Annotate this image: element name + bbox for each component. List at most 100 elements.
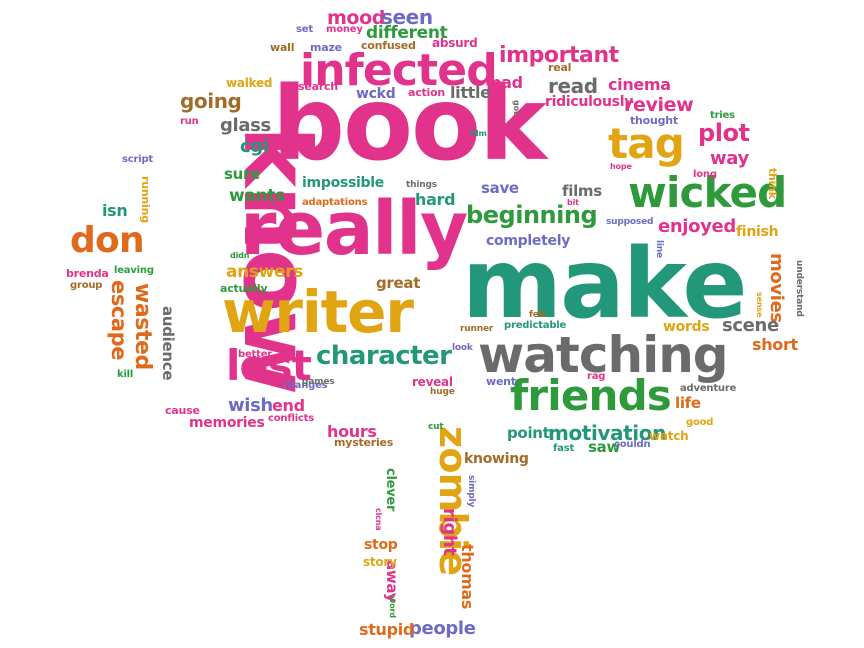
cloud-word-short: short: [752, 335, 798, 354]
cloud-word-search: search: [298, 80, 338, 93]
cloud-word-reveal: reveal: [412, 375, 453, 389]
cloud-word-end: end: [272, 396, 305, 415]
cloud-word-adventure: adventure: [680, 383, 737, 394]
cloud-word-confused: confused: [361, 39, 416, 52]
cloud-word-impossible: impossible: [302, 175, 385, 191]
cloud-word-finish: finish: [736, 224, 779, 240]
cloud-word-script: script: [122, 154, 153, 165]
cloud-word-going: going: [180, 89, 242, 113]
cloud-word-completely: completely: [486, 233, 571, 249]
cloud-word-words: words: [663, 319, 710, 335]
cloud-word-infected: infected: [300, 45, 498, 96]
cloud-word-save: save: [481, 179, 519, 197]
cloud-word-didn: didn: [230, 251, 250, 260]
cloud-word-runner: runner: [460, 324, 494, 334]
cloud-word-set: set: [296, 24, 313, 35]
cloud-word-right: right: [439, 508, 460, 556]
cloud-word-thomas: thomas: [458, 544, 477, 610]
cloud-word-knowing: knowing: [464, 451, 529, 467]
cloud-word-couldn: couldn: [614, 439, 651, 450]
cloud-word-got: got: [512, 100, 521, 115]
cloud-word-isn: isn: [102, 201, 128, 220]
cloud-word-action: action: [408, 86, 446, 99]
cloud-word-changes: changes: [282, 380, 328, 391]
cloud-word-glass: glass: [220, 115, 271, 136]
cloud-word-huge: huge: [430, 387, 455, 397]
cloud-word-seen: seen: [381, 5, 433, 29]
cloud-word-beginning: beginning: [466, 201, 598, 229]
cloud-word-motivation: motivation: [548, 421, 666, 445]
cloud-word-sure: sure: [224, 165, 260, 183]
cloud-word-line: line: [654, 240, 664, 258]
cloud-word-story: story: [363, 555, 397, 569]
cloud-word-clever: clever: [383, 468, 398, 512]
cloud-word-really: really: [240, 186, 468, 272]
cloud-word-friends: friends: [510, 371, 672, 420]
cloud-word-mysteries: mysteries: [334, 436, 394, 449]
cloud-word-wants: wants: [229, 186, 285, 206]
cloud-word-hard: hard: [415, 190, 456, 209]
cloud-word-read: read: [548, 74, 598, 98]
cloud-word-films: films: [562, 182, 602, 200]
cloud-word-went: went: [486, 375, 516, 388]
cloud-word-wall: wall: [270, 41, 295, 54]
cloud-word-thought: thought: [630, 114, 678, 127]
cloud-word-tag: tag: [608, 119, 685, 168]
cloud-word-writer: writer: [222, 278, 414, 346]
cloud-word-wasted: wasted: [130, 283, 155, 370]
cloud-word-cut: cut: [428, 422, 444, 432]
cloud-word-wicked: wicked: [628, 168, 787, 217]
cloud-word-real: real: [548, 61, 572, 74]
cloud-word-character: character: [316, 341, 452, 371]
cloud-word-understand: understand: [794, 260, 804, 317]
cloud-word-sense: sense: [755, 292, 764, 318]
cloud-word-way: way: [710, 148, 749, 169]
cloud-word-absurd: absurd: [432, 36, 478, 50]
cloud-word-kill: kill: [117, 369, 134, 380]
cloud-word-simply: simply: [466, 475, 476, 508]
cloud-word-walked: walked: [226, 76, 273, 90]
cloud-word-escape: escape: [107, 280, 131, 361]
cloud-word-group: group: [70, 280, 103, 291]
cloud-word-supposed: supposed: [606, 217, 654, 227]
cloud-word-wckd: wckd: [356, 86, 396, 102]
cloud-word-bit: bit: [567, 198, 579, 207]
cloud-word-money: money: [326, 24, 363, 35]
cloud-word-book: book: [272, 65, 547, 184]
cloud-word-people: people: [409, 618, 476, 639]
cloud-word-different: different: [366, 23, 448, 43]
cloud-word-running: running: [139, 176, 152, 223]
cloud-word-movies: movies: [766, 253, 787, 323]
cloud-word-don: don: [70, 220, 145, 261]
cloud-word-stop: stop: [364, 537, 398, 553]
cloud-word-things: things: [406, 180, 437, 190]
cloud-word-cgi: cgi: [240, 136, 269, 157]
cloud-word-long: long: [693, 169, 717, 180]
cloud-word-saw: saw: [588, 438, 621, 456]
cloud-word-leaving: leaving: [114, 265, 154, 276]
cloud-word-wish: wish: [228, 395, 273, 416]
cloud-word-enjoyed: enjoyed: [658, 216, 736, 237]
cloud-word-film: film: [470, 129, 487, 138]
cloud-word-better: better: [238, 349, 273, 360]
cloud-word-mood: mood: [327, 7, 385, 29]
cloud-word-run: run: [180, 116, 199, 127]
cloud-word-lost: lost: [226, 341, 312, 390]
cloud-word-plot: plot: [698, 119, 750, 147]
cloud-word-memories: memories: [189, 415, 265, 431]
cloud-word-adaptations: adaptations: [302, 197, 368, 208]
cloud-word-brenda: brenda: [66, 267, 109, 280]
cloud-word-look: look: [452, 343, 473, 353]
cloud-word-hours: hours: [327, 422, 377, 441]
cloud-word-word: word: [388, 596, 397, 618]
cloud-word-bad: bad: [490, 73, 523, 92]
cloud-word-watch: watch: [649, 429, 689, 443]
cloud-word-little: little: [450, 83, 491, 102]
cloud-word-make: make: [462, 228, 747, 340]
cloud-word-hope: hope: [610, 162, 632, 171]
cloud-word-predictable: predictable: [504, 320, 567, 331]
cloud-word-great: great: [376, 274, 421, 292]
cloud-word-tries: tries: [710, 110, 735, 121]
cloud-word-scene: scene: [722, 315, 779, 336]
